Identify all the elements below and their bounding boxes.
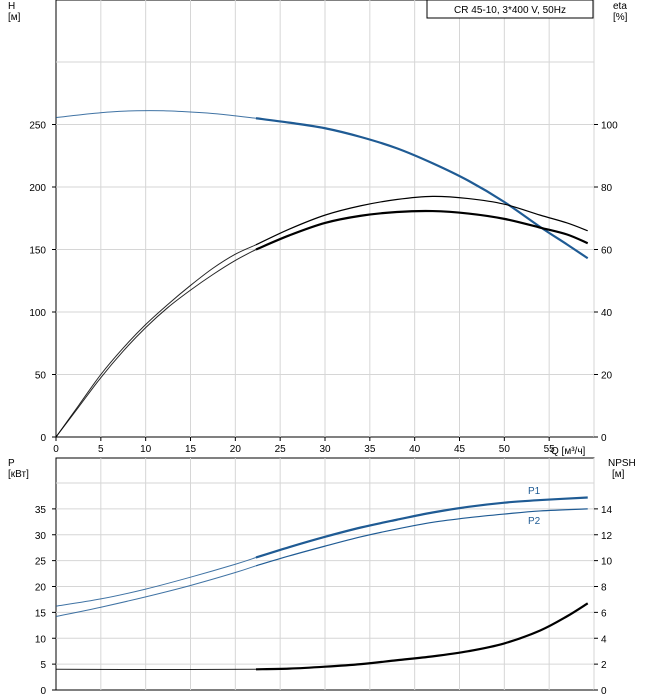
y-tick-label-npsh: 0 [601, 686, 607, 697]
y-tick-label-power: 20 [35, 583, 47, 594]
y-tick-label-npsh: 4 [601, 634, 607, 645]
legend-title-box [426, 0, 594, 19]
x-tick-label: 25 [275, 444, 287, 455]
y-tick-label-head: 150 [29, 246, 46, 257]
y-tick-label-eta: 100 [601, 121, 618, 132]
bottom-series-0-extrapolated-line [55, 557, 257, 607]
top-series-0-extrapolated-line [55, 110, 257, 119]
x-tick-label: 55 [544, 444, 556, 455]
y-tick-label-head: 250 [29, 121, 46, 132]
y-axis-label-power: P [кВт] [8, 458, 29, 480]
y-tick-label-npsh: 6 [601, 608, 607, 619]
x-tick-label: 10 [140, 444, 152, 455]
y-tick-label-npsh: 8 [601, 583, 607, 594]
y-tick-label-npsh: 14 [601, 505, 613, 516]
y-tick-label-npsh: 10 [601, 557, 613, 568]
y-tick-label-power: 5 [40, 660, 46, 671]
y-tick-label-power: 10 [35, 634, 47, 645]
y-tick-label-power: 0 [40, 686, 46, 697]
y-tick-label-power: 15 [35, 608, 47, 619]
x-tick-label: 35 [364, 444, 376, 455]
top-series-2-operating-line [255, 209, 589, 251]
y-tick-label-head: 100 [29, 308, 46, 319]
bottom-series-2-operating-line [255, 602, 589, 671]
x-tick-label: 40 [409, 444, 421, 455]
bottom-series-1-operating-line [255, 508, 588, 567]
top-series-1-operating-line [255, 195, 588, 246]
top-series-2-extrapolated-line [55, 249, 257, 438]
bottom-series-1-extrapolated-line [55, 565, 257, 617]
y-axis-label-head: H [м] [8, 1, 21, 23]
y-tick-label-head: 0 [40, 433, 46, 444]
y-tick-label-eta: 80 [601, 183, 613, 194]
bottom-series-0-operating-line [255, 496, 588, 559]
performance-curves [55, 110, 589, 671]
y-axis-label-npsh: NPSH [м] [608, 458, 636, 480]
series-label-p2: P2 [528, 516, 541, 527]
y-tick-label-power: 30 [35, 531, 47, 542]
series-label-p1: P1 [528, 486, 541, 497]
x-tick-label: 0 [53, 444, 59, 455]
y-tick-label-power: 35 [35, 505, 47, 516]
top-series-0-operating-line [255, 117, 589, 260]
y-axis-label-eta: eta [%] [613, 1, 628, 23]
bottom-panel-grid [55, 457, 595, 691]
x-axis-label: Q [м³/ч] [551, 446, 586, 457]
y-tick-label-head: 200 [29, 183, 46, 194]
x-tick-label: 20 [230, 444, 242, 455]
top-series-1-extrapolated-line [55, 244, 257, 438]
y-tick-label-eta: 0 [601, 433, 607, 444]
y-tick-label-power: 25 [35, 557, 47, 568]
y-tick-label-npsh: 12 [601, 531, 613, 542]
x-tick-label: 5 [98, 444, 104, 455]
x-tick-label: 50 [499, 444, 511, 455]
x-tick-label: 45 [454, 444, 466, 455]
y-tick-label-eta: 20 [601, 371, 613, 382]
top-panel-grid [55, 0, 595, 438]
x-tick-label: 30 [319, 444, 331, 455]
y-tick-label-eta: 60 [601, 246, 613, 257]
y-tick-label-head: 50 [35, 371, 47, 382]
y-tick-label-eta: 40 [601, 308, 613, 319]
y-tick-label-npsh: 2 [601, 660, 607, 671]
x-tick-label: 15 [185, 444, 197, 455]
chart-title: CR 45-10, 3*400 V, 50Hz [454, 5, 566, 16]
